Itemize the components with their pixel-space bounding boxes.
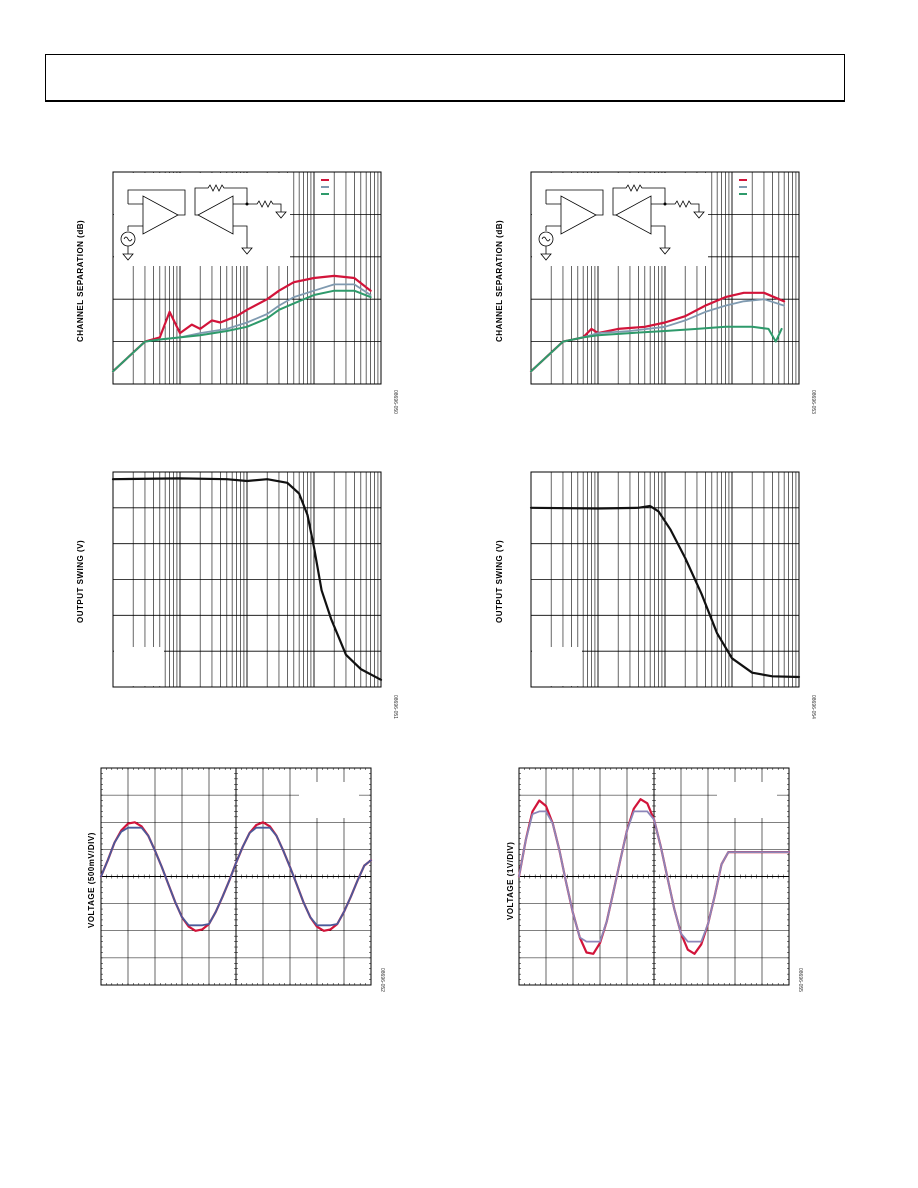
ground-icon bbox=[540, 246, 552, 261]
schematic-background bbox=[532, 173, 708, 266]
opamp-1-symbol bbox=[560, 195, 597, 235]
schematic-background bbox=[114, 173, 290, 266]
ground-icon bbox=[693, 211, 705, 219]
series-line-black bbox=[529, 504, 801, 679]
series-line-navy bbox=[100, 826, 372, 927]
annotation-blank bbox=[717, 782, 777, 818]
series-line-green bbox=[530, 325, 783, 373]
page-header-box bbox=[45, 54, 845, 102]
annotation-blank bbox=[299, 782, 359, 818]
sine-icon bbox=[541, 236, 551, 242]
ground-icon bbox=[241, 247, 253, 255]
ground-icon bbox=[122, 246, 134, 261]
ground-icon bbox=[275, 211, 287, 219]
opamp-1-feedback bbox=[545, 189, 604, 216]
resistor-load bbox=[247, 200, 282, 212]
scope-left-chart bbox=[99, 767, 373, 986]
series-line-lavender bbox=[518, 810, 790, 943]
series-line-red bbox=[111, 274, 372, 373]
opamp-1-input bbox=[127, 225, 143, 231]
opamp-2-symbol bbox=[615, 195, 652, 235]
opamp-2-wiring bbox=[233, 203, 248, 248]
channel-separation-left-chart bbox=[111, 171, 382, 385]
series-line-black bbox=[111, 477, 383, 681]
ground-icon bbox=[659, 247, 671, 255]
annotation-blank bbox=[532, 647, 582, 686]
opamp-2-symbol bbox=[197, 195, 234, 235]
annotation-blank bbox=[114, 647, 164, 686]
opamp-1-input bbox=[545, 225, 561, 231]
opamp-2-wiring bbox=[651, 203, 666, 248]
opamp-1-symbol bbox=[142, 195, 179, 235]
sine-icon bbox=[123, 236, 133, 242]
opamp-1-feedback bbox=[127, 189, 186, 216]
resistor-feedback bbox=[194, 184, 248, 216]
resistor-load bbox=[665, 200, 700, 212]
series-line-green bbox=[112, 289, 372, 373]
series-line-red bbox=[529, 291, 786, 373]
scope-right-chart bbox=[517, 767, 791, 986]
channel-separation-right-chart bbox=[529, 171, 800, 385]
resistor-feedback bbox=[612, 184, 666, 216]
output-swing-right-chart bbox=[529, 471, 801, 688]
output-swing-left-chart bbox=[111, 471, 383, 688]
